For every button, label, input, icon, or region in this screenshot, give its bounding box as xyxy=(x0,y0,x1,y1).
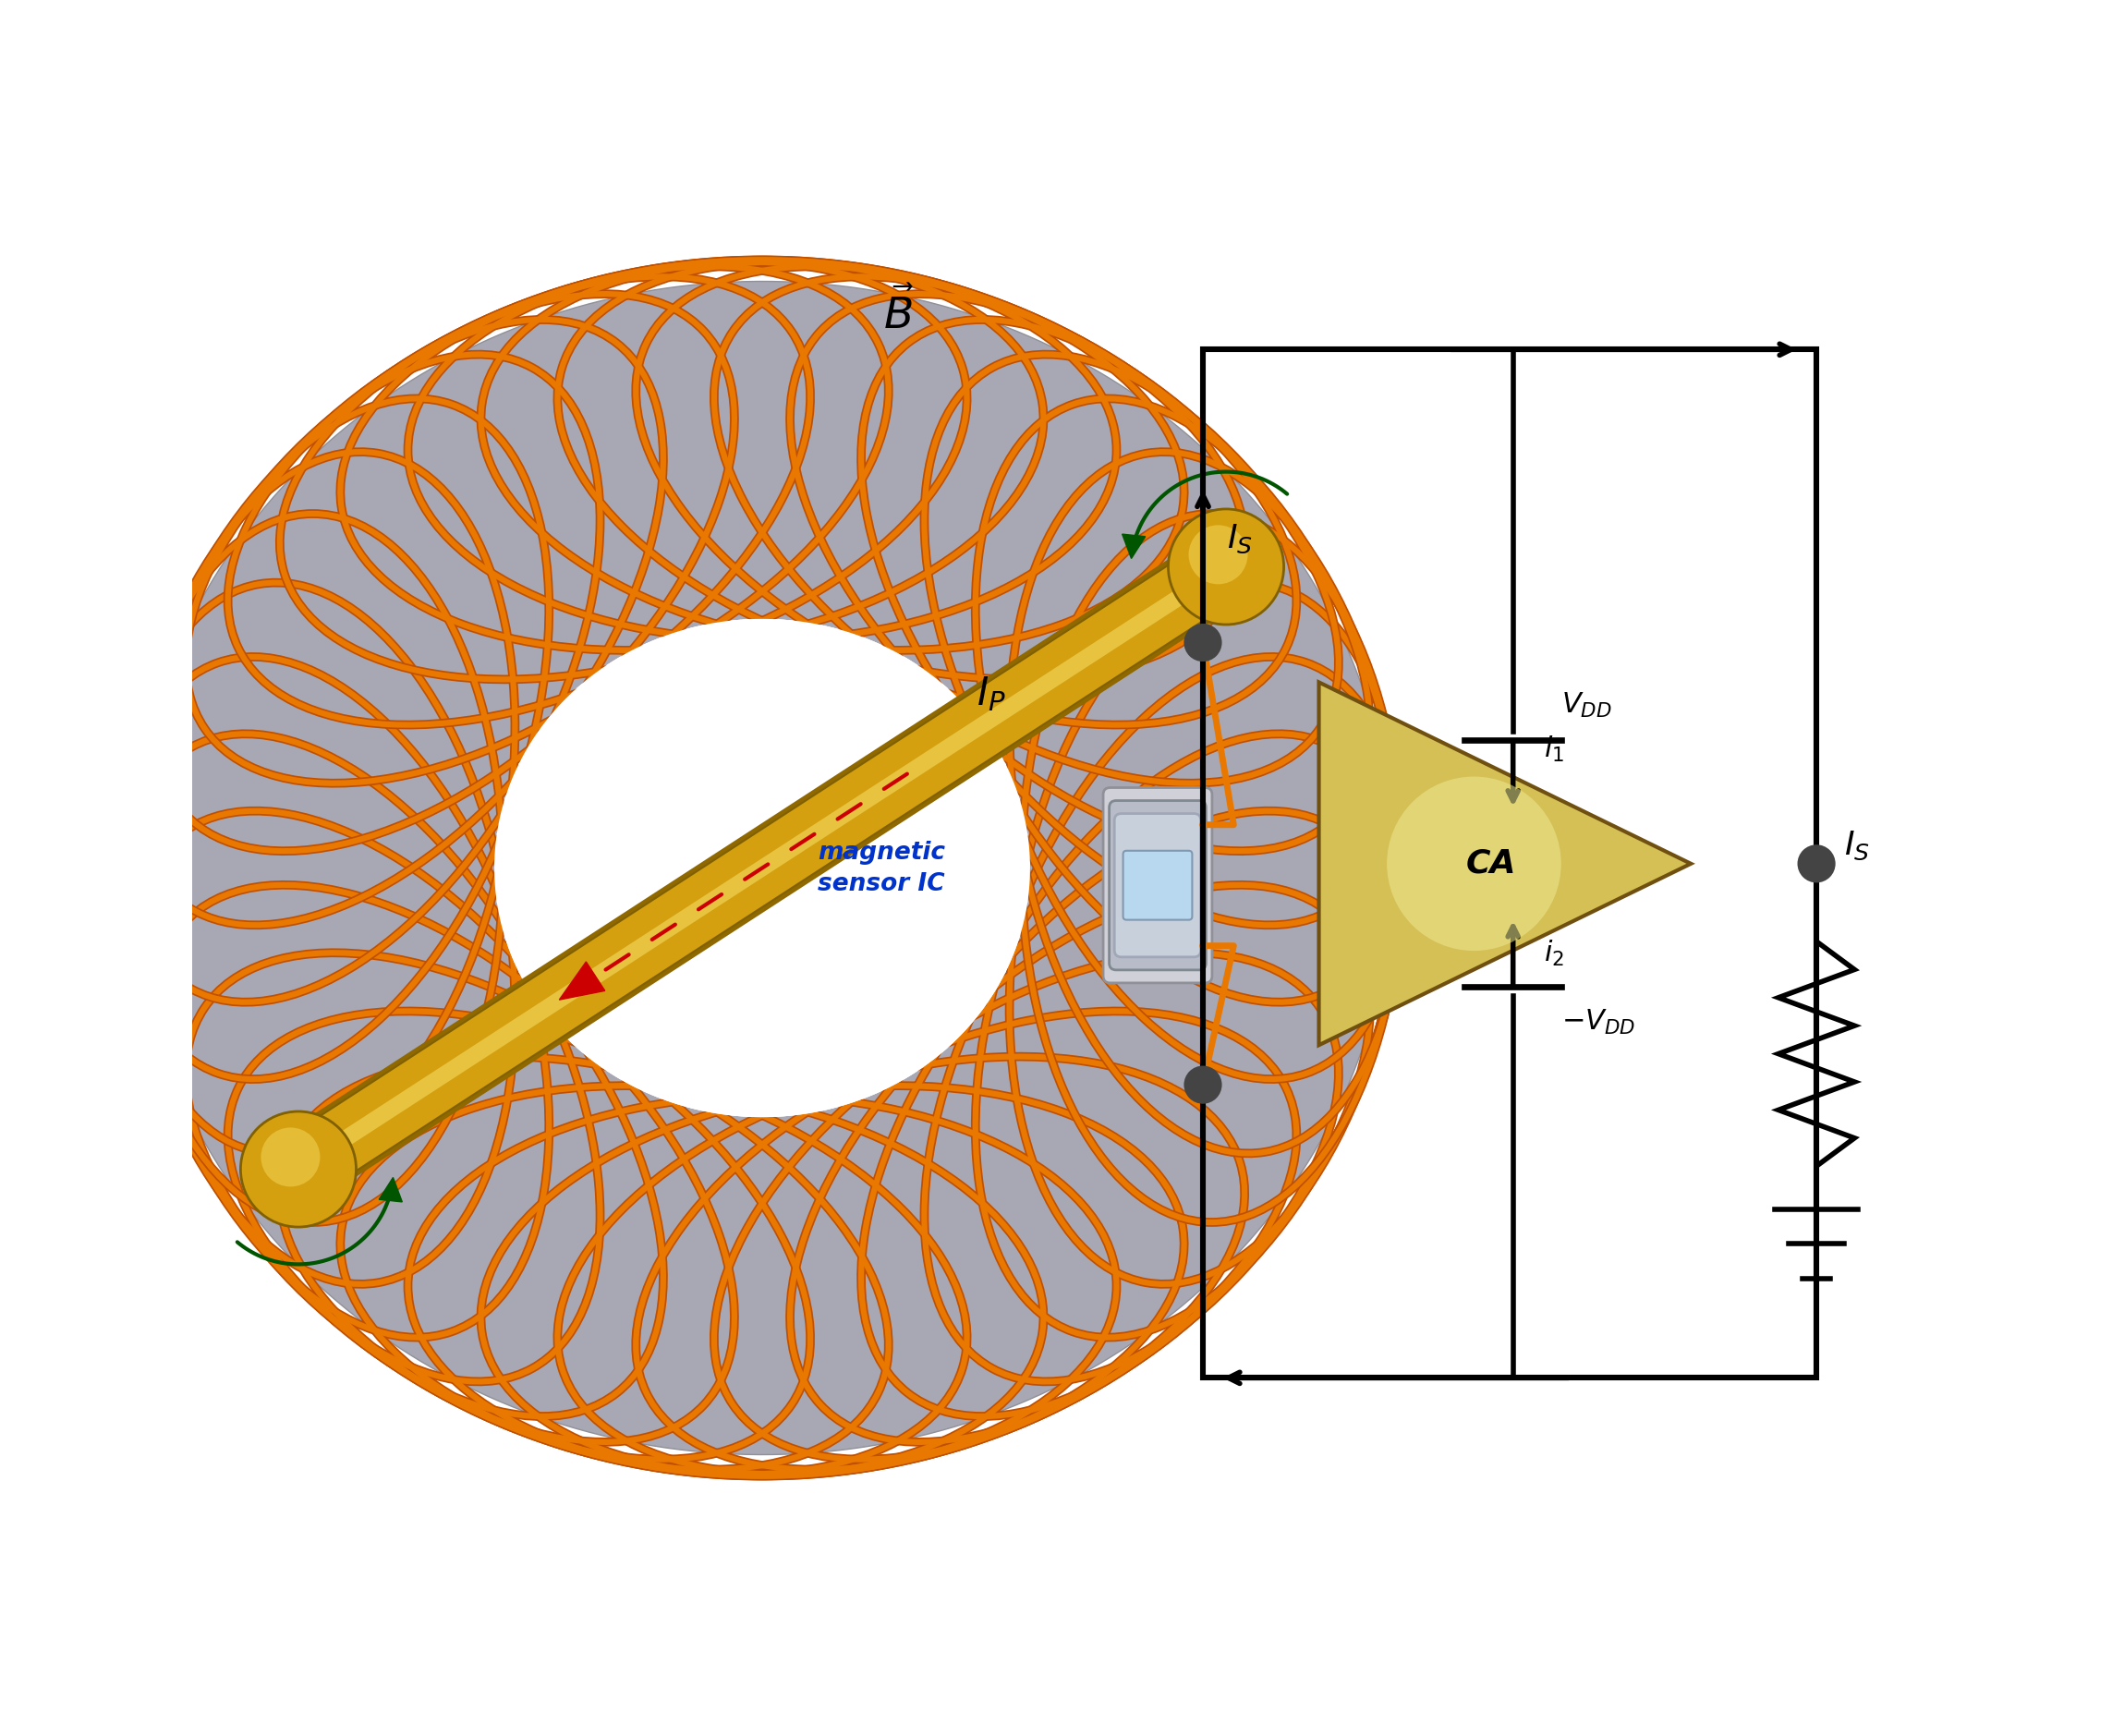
Circle shape xyxy=(1189,524,1248,585)
Text: $I_S$: $I_S$ xyxy=(1227,523,1252,556)
FancyBboxPatch shape xyxy=(1115,814,1202,957)
Polygon shape xyxy=(281,540,1244,1196)
Text: CA: CA xyxy=(1466,847,1516,880)
Polygon shape xyxy=(494,618,1031,1118)
Polygon shape xyxy=(131,281,1394,1455)
Text: $i_2$: $i_2$ xyxy=(1544,937,1565,967)
Polygon shape xyxy=(279,535,1246,1201)
Text: $i_1$: $i_1$ xyxy=(1544,734,1565,764)
FancyBboxPatch shape xyxy=(1109,800,1206,970)
Polygon shape xyxy=(294,561,1231,1175)
Polygon shape xyxy=(378,1177,401,1201)
Text: $-V_{DD}$: $-V_{DD}$ xyxy=(1561,1009,1635,1036)
Circle shape xyxy=(262,1128,321,1187)
Circle shape xyxy=(241,1111,357,1227)
Polygon shape xyxy=(1318,682,1692,1045)
Polygon shape xyxy=(1121,535,1145,559)
Bar xyxy=(1204,349,1816,1378)
FancyBboxPatch shape xyxy=(1102,788,1212,983)
FancyBboxPatch shape xyxy=(1124,851,1191,920)
Polygon shape xyxy=(494,618,1031,1118)
Circle shape xyxy=(1797,845,1835,882)
Text: $I_S$: $I_S$ xyxy=(1844,830,1869,863)
Circle shape xyxy=(1388,776,1561,951)
Circle shape xyxy=(1168,509,1284,625)
Circle shape xyxy=(1185,623,1223,661)
Polygon shape xyxy=(560,962,604,1000)
Polygon shape xyxy=(494,618,1031,1118)
Circle shape xyxy=(1185,1066,1223,1104)
Text: $\vec{B}$: $\vec{B}$ xyxy=(883,290,914,339)
Text: $I_P$: $I_P$ xyxy=(976,674,1005,713)
Text: $V_{DD}$: $V_{DD}$ xyxy=(1561,691,1611,719)
Text: magnetic
sensor IC: magnetic sensor IC xyxy=(817,840,944,896)
